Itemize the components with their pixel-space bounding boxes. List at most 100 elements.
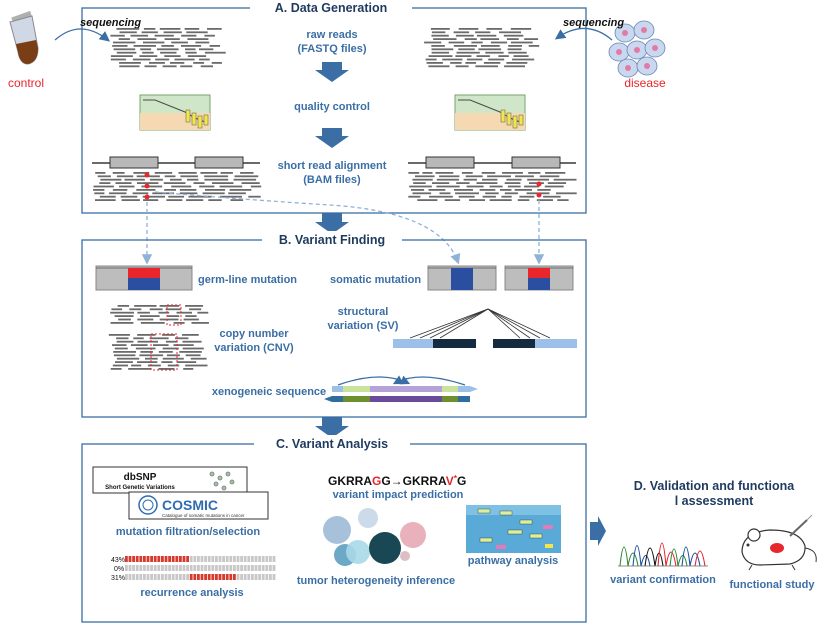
sequence-read <box>179 189 197 191</box>
recurrence-cell <box>128 556 132 562</box>
alignment-label: short read alignment <box>278 160 387 172</box>
recurrence-cell <box>222 574 225 580</box>
sequence-read <box>109 192 127 195</box>
recurrence-cell <box>164 565 168 571</box>
sequence-read <box>129 308 142 311</box>
recurrence-cell <box>135 556 139 562</box>
sequence-read <box>159 305 180 307</box>
sequence-read <box>112 189 128 191</box>
heterogeneity-label: tumor heterogeneity inference <box>297 575 455 587</box>
sequence-read <box>480 45 500 47</box>
recurrence-cell <box>157 565 161 571</box>
recurrence-cell <box>265 556 269 562</box>
sequence-read <box>469 199 485 201</box>
sequence-read <box>182 340 202 343</box>
sequence-read <box>141 31 158 34</box>
svg-text:COSMIC: COSMIC <box>162 497 218 513</box>
recurrence-cell <box>215 556 218 562</box>
recurrence-cell <box>211 556 215 562</box>
sequence-read <box>130 34 149 37</box>
sequence-read <box>228 192 246 195</box>
recurrence-cell <box>240 565 243 571</box>
sequence-read <box>108 334 130 336</box>
recurrence-cell <box>146 565 150 571</box>
sequence-read <box>132 58 151 61</box>
sequence-read <box>164 38 180 40</box>
sequence-read <box>529 182 544 184</box>
sequence-read <box>475 31 491 34</box>
recurrence-cell <box>161 574 164 580</box>
recurrence-cell <box>229 556 233 562</box>
sequence-read <box>519 195 535 198</box>
sequence-read <box>136 189 156 191</box>
sequence-read <box>444 199 461 201</box>
sequence-read <box>168 195 185 198</box>
recurrence-cell <box>204 556 207 562</box>
sequence-read <box>170 62 185 64</box>
recurrence-cell <box>161 556 164 562</box>
sequence-read <box>174 58 195 61</box>
sequence-read <box>475 65 498 68</box>
recurrence-cell <box>207 574 211 580</box>
recurrence-cell <box>258 565 261 571</box>
sequence-read <box>149 178 163 181</box>
recurrence-cell <box>233 574 236 580</box>
sequence-read <box>504 65 525 68</box>
sequence-read <box>99 195 116 198</box>
sequence-read <box>119 65 140 68</box>
sequence-read <box>176 311 192 314</box>
sequence-read <box>95 172 106 174</box>
recurrence-cell <box>193 556 197 562</box>
sequence-read <box>165 308 182 311</box>
recurrence-cell <box>251 565 254 571</box>
recurrence-cell <box>225 556 229 562</box>
sequence-read <box>479 189 496 191</box>
sequence-read <box>507 48 522 51</box>
sequence-read <box>119 31 137 34</box>
recurrence-cell <box>218 565 222 571</box>
sequence-read <box>425 58 437 61</box>
sequence-read <box>132 192 149 195</box>
sequence-read <box>131 364 142 367</box>
recurrence-cell <box>204 565 207 571</box>
sequence-read <box>113 354 136 357</box>
sequence-read <box>182 334 199 336</box>
sequence-read <box>512 58 535 61</box>
sequence-read <box>118 318 131 321</box>
sequence-read <box>506 178 522 181</box>
sequence-read <box>99 182 111 184</box>
sequence-read <box>415 175 435 178</box>
sequence-read <box>162 65 177 68</box>
sequence-read <box>190 357 207 360</box>
recurrence-label: recurrence analysis <box>140 587 243 599</box>
recurrence-cell <box>146 574 150 580</box>
sequence-read <box>248 195 261 198</box>
sequence-read <box>202 192 225 195</box>
sequence-read <box>184 28 200 30</box>
sequence-read <box>140 322 165 324</box>
recurrence-cell <box>139 565 143 571</box>
recurrence-cell <box>132 565 135 571</box>
recurrence-cell <box>182 556 186 562</box>
cnv-label-2: variation (CNV) <box>214 342 294 354</box>
recurrence-cell <box>207 556 211 562</box>
mutation-filtration-label: mutation filtration/selection <box>116 526 261 538</box>
recurrence-cell <box>132 556 135 562</box>
recurrence-cell <box>272 556 276 562</box>
sequence-read <box>110 322 134 324</box>
sequence-read <box>170 178 182 181</box>
sequence-read <box>442 58 463 61</box>
recurrence-cell <box>254 556 258 562</box>
recurrence-cell <box>150 565 153 571</box>
recurrence-cell <box>222 556 225 562</box>
sequence-read <box>455 55 472 57</box>
sequence-read <box>501 195 512 198</box>
sequence-read <box>411 189 425 191</box>
alignment-left <box>92 156 262 201</box>
sv-segment-4 <box>535 339 577 348</box>
recurrence-cell <box>269 556 272 562</box>
sequence-read <box>517 199 530 201</box>
recurrence-cell <box>175 556 179 562</box>
sequence-read <box>164 55 181 57</box>
sequence-read <box>455 192 479 195</box>
